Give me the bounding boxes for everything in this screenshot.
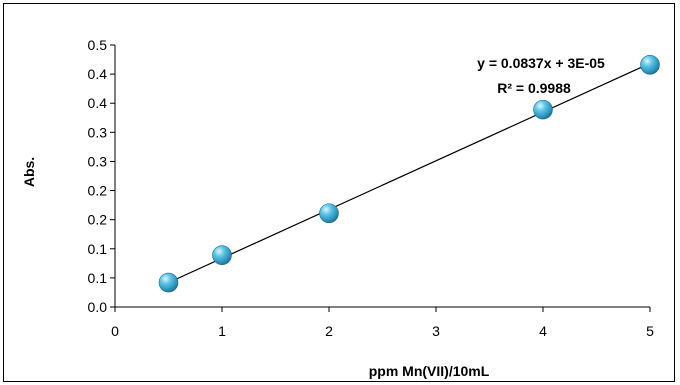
trendline-line [168,62,651,284]
trendline [168,62,651,284]
data-point [212,245,232,265]
trendline-equation: y = 0.0837x + 3E-05 [477,55,605,71]
y-tick-label: 0.3 [88,153,108,169]
x-tick-label: 2 [325,323,333,339]
data-point [158,272,179,293]
y-tick-label: 0.5 [88,37,108,53]
x-tick-label: 1 [218,323,226,339]
y-tick-label: 0.3 [88,124,108,140]
x-tick-label: 3 [432,323,440,339]
y-axis-title: Abs. [21,157,37,187]
data-point [319,203,339,224]
r-squared-label: R² = 0.9988 [497,80,571,96]
y-tick-label: 0.1 [88,241,108,257]
x-axis-ticks: 0 1 2 3 4 5 [111,307,654,339]
y-tick-label: 0.1 [88,270,108,286]
x-tick-label: 0 [111,323,119,339]
axes [114,45,650,308]
data-points [158,54,660,293]
y-axis-ticks: 0.0 0.1 0.1 0.2 0.2 0.3 0.3 0.4 0.4 0.5 [88,37,115,315]
x-tick-label: 4 [539,323,547,339]
data-point [533,99,553,120]
y-tick-label: 0.0 [88,299,108,315]
y-tick-label: 0.4 [88,95,108,111]
x-tick-label: 5 [646,323,654,339]
data-point [640,54,660,75]
y-tick-label: 0.4 [88,66,108,82]
y-tick-label: 0.2 [88,212,108,228]
y-tick-label: 0.2 [88,183,108,199]
x-axis-title: ppm Mn(VII)/10mL [369,363,490,379]
